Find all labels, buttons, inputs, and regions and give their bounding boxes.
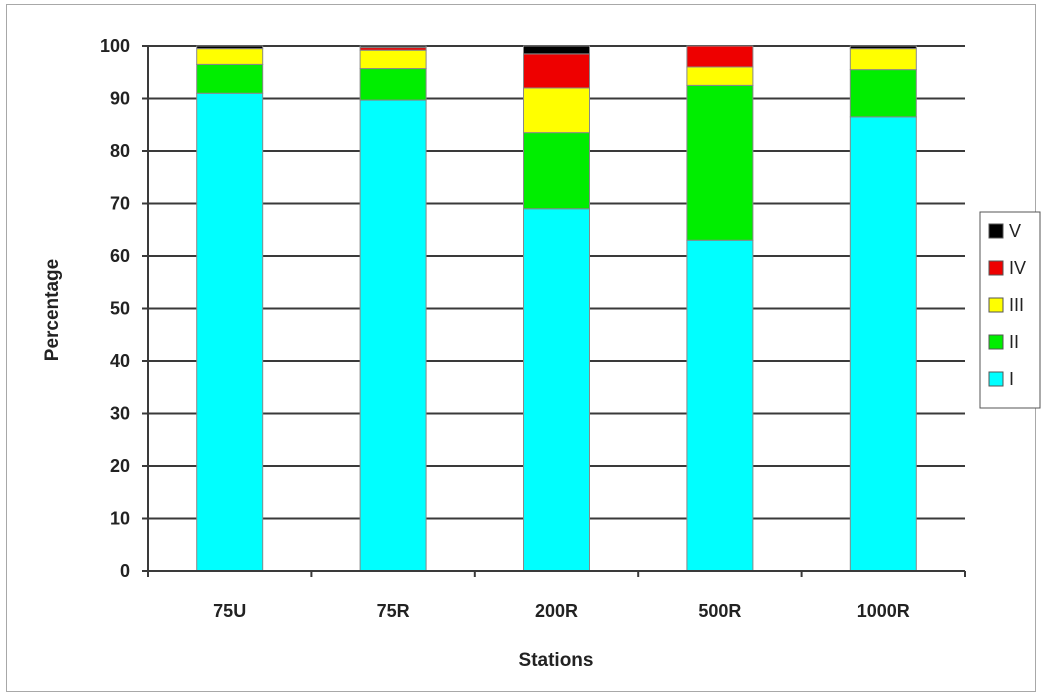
x-tick-label: 75R: [377, 601, 410, 621]
y-tick-label: 30: [110, 404, 130, 424]
legend-label: III: [1009, 295, 1024, 315]
bar-segment: [523, 53, 590, 89]
bar-segment: [359, 45, 427, 49]
bar-segment: [849, 116, 917, 572]
bar-segment: [523, 208, 590, 572]
legend-swatch: [988, 260, 1004, 276]
bar-segment: [359, 68, 427, 101]
legend-swatch: [988, 334, 1004, 350]
legend-swatch: [988, 297, 1004, 313]
axes: [142, 45, 966, 577]
y-tick-label: 80: [110, 141, 130, 161]
y-tick-label: 0: [120, 561, 130, 581]
legend-label: II: [1009, 332, 1019, 352]
bar-segment: [849, 48, 917, 71]
bar-segment: [196, 45, 264, 50]
bar-segment: [359, 49, 427, 70]
y-axis-title: Percentage: [42, 259, 63, 361]
bar-segment: [196, 63, 264, 94]
y-tick-label: 40: [110, 351, 130, 371]
legend-label: I: [1009, 369, 1014, 389]
legend-label: V: [1009, 221, 1021, 241]
y-tick-label: 50: [110, 299, 130, 319]
x-tick-label: 500R: [698, 601, 741, 621]
bar-segment: [849, 69, 917, 118]
y-tick-label: 90: [110, 89, 130, 109]
tick-labels: 0 10 20 30 40 50 60 70 80 90 100 75U 75R 200R 500R 1000…: [100, 36, 910, 621]
bar-segment: [686, 66, 754, 86]
bar-segment: [523, 45, 590, 55]
x-tick-label: 1000R: [857, 601, 910, 621]
bar-segment: [523, 87, 590, 134]
bar-segment: [686, 84, 754, 241]
legend-swatch: [988, 371, 1004, 387]
x-tick-label: 200R: [535, 601, 578, 621]
legend-label: IV: [1009, 258, 1026, 278]
x-tick-label: 75U: [213, 601, 246, 621]
bar-segment: [196, 92, 264, 572]
y-tick-label: 60: [110, 246, 130, 266]
legend-swatch: [988, 223, 1004, 239]
bars: [196, 45, 917, 572]
y-tick-label: 10: [110, 509, 130, 529]
x-axis-title: Stations: [519, 650, 594, 671]
y-tick-label: 70: [110, 194, 130, 214]
y-tick-label: 20: [110, 456, 130, 476]
bar-segment: [686, 239, 754, 572]
bar-segment: [849, 45, 917, 50]
bar-segment: [523, 132, 590, 210]
bar-segment: [359, 99, 427, 572]
bar-segment: [196, 48, 264, 65]
y-tick-label: 100: [100, 36, 130, 56]
bar-segment: [686, 45, 754, 68]
